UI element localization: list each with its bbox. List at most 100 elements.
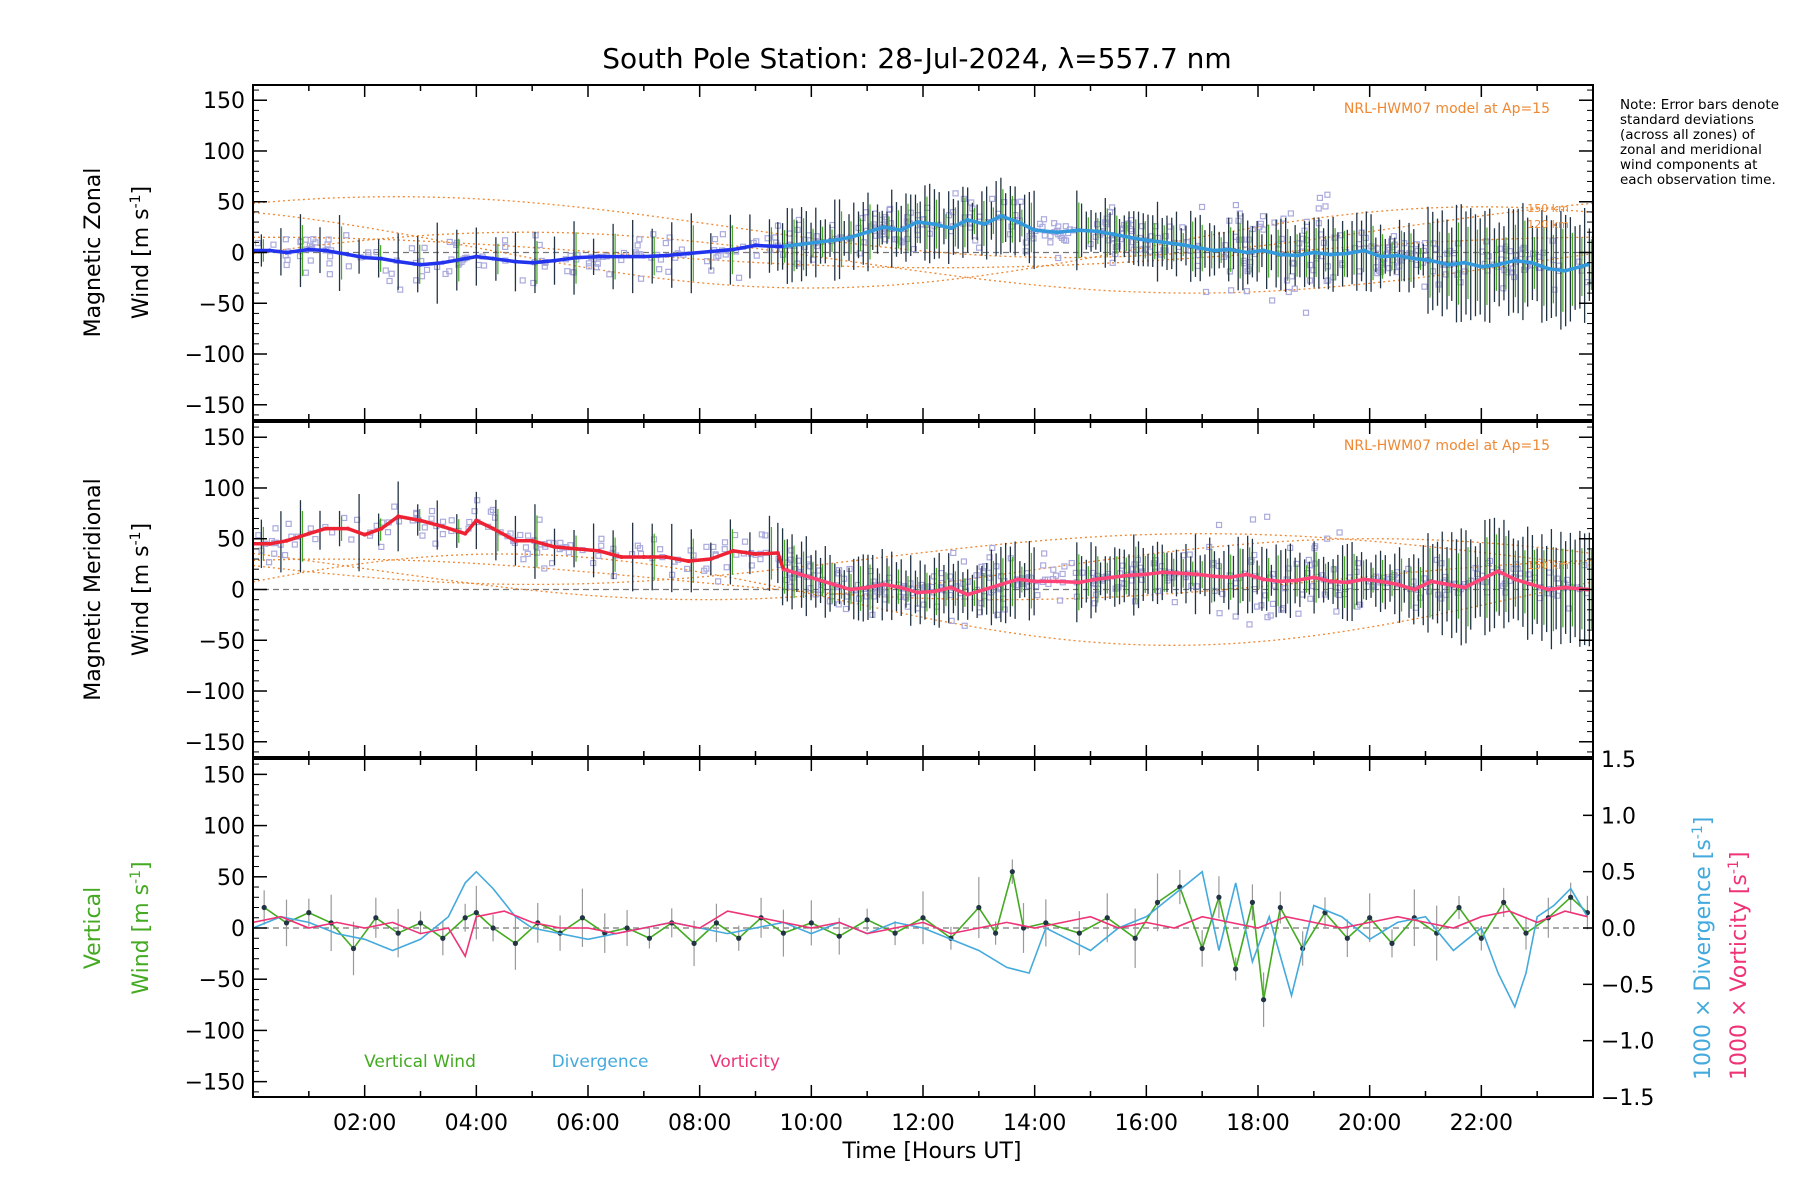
zone-point: [1259, 213, 1267, 220]
x-tick-label: 10:00: [780, 1111, 843, 1136]
mean-point: [474, 254, 479, 259]
mean-point: [1032, 228, 1037, 233]
zone-point: [536, 516, 543, 523]
vertical-wind-point: [624, 925, 630, 931]
zone-point: [428, 515, 435, 522]
mean-point: [1278, 252, 1283, 257]
zone-point: [428, 507, 436, 515]
mean-point: [1015, 220, 1020, 225]
zone-point: [1079, 569, 1086, 576]
zone-point: [946, 591, 953, 599]
zone-point: [1310, 583, 1317, 590]
zone-point: [1171, 599, 1178, 606]
vertical-wind-point: [1199, 945, 1205, 952]
zone-point: [1271, 582, 1278, 589]
mean-point: [1228, 247, 1233, 252]
zone-point: [1247, 558, 1255, 565]
vertical-wind-point: [579, 915, 586, 921]
zone-point: [586, 263, 593, 270]
zone-point: [870, 593, 877, 600]
zone-point: [1245, 236, 1252, 243]
zone-point: [960, 195, 968, 202]
zone-point: [721, 546, 728, 553]
zone-point: [610, 572, 617, 580]
zone-point: [986, 554, 993, 561]
zone-point: [1525, 571, 1532, 578]
zone-point: [1063, 237, 1070, 244]
mean-point: [1055, 230, 1059, 235]
zone-point: [637, 275, 645, 282]
model-curve: [253, 538, 1593, 601]
y2-tick-label: 1.5: [1601, 748, 1636, 773]
zone-point: [1022, 239, 1030, 246]
zone-point: [1062, 223, 1069, 230]
series-line-divergence: [253, 870, 1589, 1010]
zone-point: [502, 243, 509, 251]
zone-point: [1056, 597, 1064, 604]
zone-point: [870, 578, 877, 585]
mean-point: [1194, 572, 1199, 577]
mean-point: [463, 256, 468, 261]
mean-point: [1244, 250, 1249, 255]
zone-point: [302, 269, 309, 276]
y-axis-label-line1: Magnetic Zonal: [81, 168, 106, 338]
zone-point: [1310, 267, 1317, 274]
mean-point: [1462, 260, 1467, 265]
vertical-wind-point: [1154, 899, 1161, 905]
y2-tick-label: −1.0: [1601, 1030, 1654, 1055]
zone-point: [345, 263, 352, 270]
zone-point: [533, 543, 540, 550]
mean-point: [1345, 251, 1350, 256]
zone-point: [421, 244, 428, 251]
zone-point: [536, 241, 543, 249]
zone-point: [703, 565, 710, 572]
zone-point: [519, 277, 526, 284]
zone-point: [1421, 283, 1428, 290]
zone-point: [448, 517, 455, 524]
zone-point: [1017, 198, 1024, 205]
mean-point: [1144, 572, 1149, 577]
y-tick-label: 100: [203, 140, 245, 165]
zone-point: [656, 266, 663, 273]
mean-point: [708, 557, 713, 562]
x-tick-label: 14:00: [1003, 1111, 1066, 1136]
zone-point: [1041, 232, 1048, 239]
zone-point: [735, 274, 743, 281]
zone-point: [1482, 579, 1489, 586]
mean-point: [1585, 262, 1590, 267]
mean-point: [1015, 577, 1020, 582]
zone-point: [1103, 221, 1110, 228]
mean-point: [798, 572, 803, 577]
zone-point: [794, 226, 801, 233]
mean-point: [1563, 268, 1568, 273]
x-tick-label: 12:00: [891, 1111, 954, 1136]
mean-point: [1362, 248, 1367, 253]
mean-point: [865, 585, 870, 590]
y-tick-label: 150: [203, 763, 245, 788]
zone-point: [423, 266, 431, 273]
zone-point: [1061, 563, 1068, 570]
y-axis-label-line2: Wind [m s-1]: [128, 523, 154, 656]
zone-point: [1335, 591, 1342, 599]
zone-point: [863, 593, 870, 600]
mean-point: [1077, 580, 1082, 585]
x-tick-label: 16:00: [1115, 1111, 1178, 1136]
zone-point: [326, 271, 333, 278]
mean-point: [1110, 575, 1115, 580]
zone-point: [1324, 535, 1331, 542]
mean-point: [1161, 570, 1166, 575]
mean-point: [362, 532, 367, 537]
zone-point: [650, 231, 657, 238]
zone-point: [715, 578, 722, 585]
mean-point: [284, 250, 289, 255]
x-axis-label: Time [Hours UT]: [842, 1139, 1022, 1164]
mean-point: [948, 226, 953, 231]
zone-point: [856, 250, 863, 257]
x-tick-label: 04:00: [445, 1111, 508, 1136]
zone-point: [312, 535, 319, 543]
mean-point: [1429, 579, 1434, 584]
zone-point: [1291, 285, 1298, 292]
zone-point: [989, 195, 996, 202]
vertical-wind-point: [992, 930, 999, 936]
zone-point: [1285, 288, 1292, 296]
